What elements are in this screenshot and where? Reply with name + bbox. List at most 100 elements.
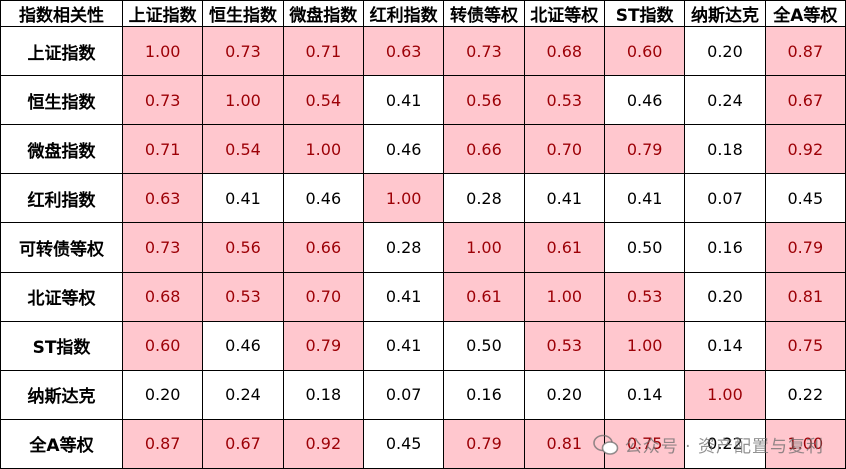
- correlation-cell: 0.87: [764, 25, 846, 77]
- correlation-cell: 0.61: [443, 271, 525, 322]
- correlation-cell: 0.41: [362, 320, 445, 371]
- correlation-cell: 0.53: [202, 271, 284, 322]
- correlation-cell: 0.22: [684, 418, 766, 469]
- correlation-cell: 0.16: [443, 369, 525, 420]
- correlation-cell: 0.16: [684, 222, 766, 273]
- correlation-cell: 0.71: [121, 124, 204, 175]
- correlation-cell: 0.71: [282, 25, 364, 77]
- correlation-cell: 0.54: [202, 124, 284, 175]
- correlation-cell: 0.45: [764, 173, 846, 224]
- row-header: 红利指数: [0, 173, 123, 224]
- correlation-cell: 1.00: [764, 418, 846, 469]
- correlation-cell: 1.00: [121, 25, 204, 77]
- header-row: 指数相关性 上证指数 恒生指数 微盘指数 红利指数 转债等权 北证等权 ST指数 纳斯达克 全A…: [0, 0, 846, 27]
- row-header: 纳斯达克: [0, 369, 123, 420]
- correlation-cell: 0.46: [282, 173, 364, 224]
- row-header: 恒生指数: [0, 75, 123, 126]
- correlation-cell: 0.75: [603, 418, 686, 469]
- correlation-cell: 0.07: [684, 173, 766, 224]
- correlation-cell: 0.70: [282, 271, 364, 322]
- correlation-cell: 0.73: [202, 25, 284, 77]
- corner-cell: 指数相关性: [0, 0, 123, 27]
- column-header: 转债等权: [443, 0, 525, 27]
- correlation-cell: 0.66: [282, 222, 364, 273]
- table-row: 上证指数 1.00 0.73 0.71 0.63 0.73 0.68 0.60 0.20 0.87: [0, 25, 846, 77]
- correlation-cell: 0.68: [523, 25, 605, 77]
- table-row: 红利指数 0.63 0.41 0.46 1.00 0.28 0.41 0.41 0.07 0.45: [0, 173, 846, 224]
- correlation-cell: 0.61: [523, 222, 605, 273]
- correlation-cell: 0.41: [523, 173, 605, 224]
- correlation-cell: 0.46: [202, 320, 284, 371]
- correlation-cell: 0.81: [523, 418, 605, 469]
- correlation-cell: 0.73: [121, 222, 204, 273]
- correlation-cell: 0.53: [523, 75, 605, 126]
- correlation-cell: 0.45: [362, 418, 445, 469]
- correlation-cell: 1.00: [202, 75, 284, 126]
- correlation-cell: 0.20: [523, 369, 605, 420]
- correlation-cell: 1.00: [443, 222, 525, 273]
- column-header: 上证指数: [121, 0, 204, 27]
- correlation-cell: 0.24: [202, 369, 284, 420]
- correlation-cell: 0.18: [684, 124, 766, 175]
- correlation-cell: 0.70: [523, 124, 605, 175]
- column-header: 微盘指数: [282, 0, 364, 27]
- correlation-cell: 0.87: [121, 418, 204, 469]
- correlation-cell: 0.63: [362, 25, 445, 77]
- correlation-cell: 0.50: [603, 222, 686, 273]
- correlation-cell: 0.41: [202, 173, 284, 224]
- correlation-cell: 0.41: [603, 173, 686, 224]
- table-row: 纳斯达克 0.20 0.24 0.18 0.07 0.16 0.20 0.14 1.00 0.22: [0, 369, 846, 420]
- table-row: 可转债等权 0.73 0.56 0.66 0.28 1.00 0.61 0.50 0.16 0.7…: [0, 222, 846, 273]
- correlation-cell: 0.68: [121, 271, 204, 322]
- correlation-cell: 0.41: [362, 271, 445, 322]
- correlation-cell: 0.56: [443, 75, 525, 126]
- correlation-cell: 0.66: [443, 124, 525, 175]
- correlation-cell: 0.18: [282, 369, 364, 420]
- correlation-cell: 1.00: [282, 124, 364, 175]
- column-header: 全A等权: [764, 0, 846, 27]
- correlation-cell: 0.46: [603, 75, 686, 126]
- correlation-cell: 0.28: [443, 173, 525, 224]
- row-header: 微盘指数: [0, 124, 123, 175]
- correlation-cell: 0.41: [362, 75, 445, 126]
- correlation-cell: 0.53: [603, 271, 686, 322]
- table-row: 恒生指数 0.73 1.00 0.54 0.41 0.56 0.53 0.46 0.24 0.67: [0, 75, 846, 126]
- correlation-cell: 0.75: [764, 320, 846, 371]
- table-row: ST指数 0.60 0.46 0.79 0.41 0.50 0.53 1.00 0.14 0.75: [0, 320, 846, 371]
- column-header: 北证等权: [523, 0, 605, 27]
- correlation-cell: 0.92: [764, 124, 846, 175]
- correlation-cell: 0.14: [684, 320, 766, 371]
- correlation-cell: 0.07: [362, 369, 445, 420]
- correlation-cell: 0.22: [764, 369, 846, 420]
- correlation-cell: 0.20: [121, 369, 204, 420]
- table-row: 全A等权 0.87 0.67 0.92 0.45 0.79 0.81 0.75 0.22 1.00: [0, 418, 846, 469]
- row-header: 北证等权: [0, 271, 123, 322]
- correlation-cell: 0.81: [764, 271, 846, 322]
- correlation-cell: 0.24: [684, 75, 766, 126]
- column-header: ST指数: [603, 0, 686, 27]
- row-header: 上证指数: [0, 25, 123, 77]
- column-header: 纳斯达克: [684, 0, 766, 27]
- correlation-cell: 0.73: [121, 75, 204, 126]
- correlation-cell: 0.92: [282, 418, 364, 469]
- correlation-cell: 0.73: [443, 25, 525, 77]
- correlation-cell: 0.53: [523, 320, 605, 371]
- correlation-cell: 1.00: [523, 271, 605, 322]
- correlation-cell: 0.54: [282, 75, 364, 126]
- correlation-cell: 1.00: [684, 369, 766, 420]
- watermark-icon: [592, 434, 619, 455]
- correlation-cell: 0.20: [684, 25, 766, 77]
- correlation-cell: 0.56: [202, 222, 284, 273]
- correlation-cell: 0.20: [684, 271, 766, 322]
- correlation-cell: 0.14: [603, 369, 686, 420]
- correlation-cell: 0.60: [121, 320, 204, 371]
- correlation-cell: 0.67: [202, 418, 284, 469]
- row-header: 可转债等权: [0, 222, 123, 273]
- correlation-cell: 0.63: [121, 173, 204, 224]
- correlation-cell: 1.00: [603, 320, 686, 371]
- column-header: 红利指数: [362, 0, 445, 27]
- table-row: 微盘指数 0.71 0.54 1.00 0.46 0.66 0.70 0.79 0.18 0.92: [0, 124, 846, 175]
- correlation-cell: 0.79: [764, 222, 846, 273]
